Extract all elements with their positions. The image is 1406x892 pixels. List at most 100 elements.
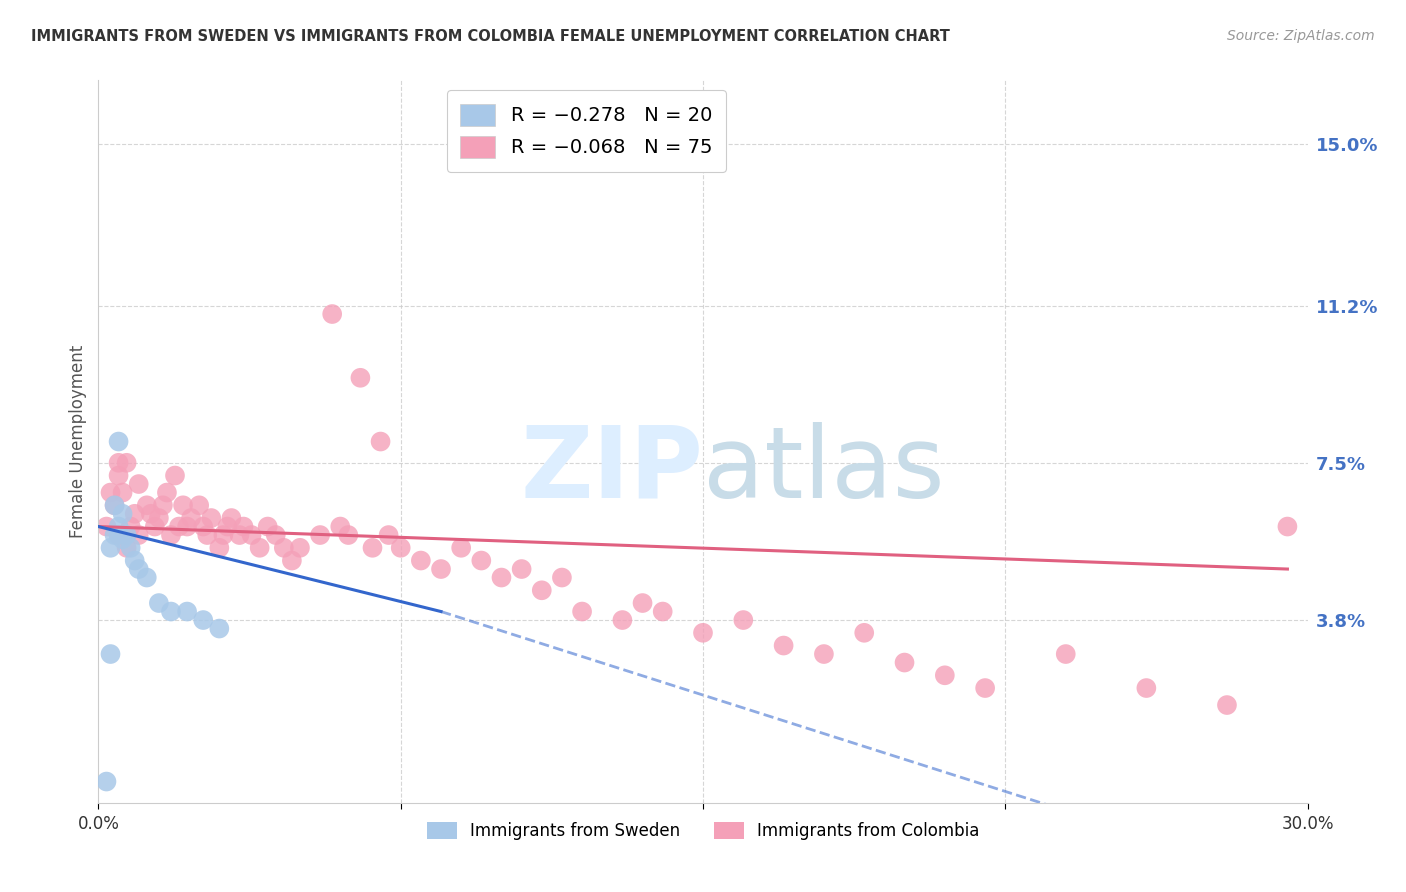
Point xyxy=(143,519,166,533)
Point xyxy=(107,519,129,533)
Point xyxy=(288,541,311,555)
Point xyxy=(163,468,186,483)
Point xyxy=(208,541,231,555)
Point xyxy=(1216,698,1239,712)
Point xyxy=(139,507,162,521)
Point xyxy=(212,528,235,542)
Point xyxy=(103,498,125,512)
Point xyxy=(389,541,412,555)
Point xyxy=(249,541,271,555)
Point xyxy=(193,613,215,627)
Y-axis label: Female Unemployment: Female Unemployment xyxy=(69,345,87,538)
Point xyxy=(100,541,122,555)
Point xyxy=(103,528,125,542)
Point xyxy=(309,528,332,542)
Point xyxy=(128,477,150,491)
Point xyxy=(100,485,122,500)
Point xyxy=(228,528,250,542)
Point xyxy=(172,498,194,512)
Point xyxy=(853,625,876,640)
Point xyxy=(107,434,129,449)
Point xyxy=(612,613,634,627)
Point xyxy=(631,596,654,610)
Point xyxy=(470,553,492,567)
Point xyxy=(176,605,198,619)
Point xyxy=(156,485,179,500)
Point xyxy=(208,622,231,636)
Point xyxy=(361,541,384,555)
Point xyxy=(510,562,533,576)
Point xyxy=(124,507,146,521)
Point xyxy=(813,647,835,661)
Point xyxy=(772,639,794,653)
Point xyxy=(167,519,190,533)
Point xyxy=(115,528,138,542)
Point xyxy=(450,541,472,555)
Point xyxy=(120,519,142,533)
Point xyxy=(651,605,673,619)
Point xyxy=(96,519,118,533)
Point xyxy=(124,553,146,567)
Point xyxy=(128,528,150,542)
Point xyxy=(273,541,295,555)
Point xyxy=(217,519,239,533)
Point xyxy=(337,528,360,542)
Point xyxy=(232,519,254,533)
Point xyxy=(107,528,129,542)
Point xyxy=(111,485,134,500)
Point xyxy=(103,498,125,512)
Point xyxy=(96,774,118,789)
Point xyxy=(128,562,150,576)
Point xyxy=(148,511,170,525)
Point xyxy=(135,498,157,512)
Legend: Immigrants from Sweden, Immigrants from Colombia: Immigrants from Sweden, Immigrants from … xyxy=(419,814,987,848)
Point xyxy=(152,498,174,512)
Point xyxy=(349,371,371,385)
Point xyxy=(111,533,134,547)
Point xyxy=(188,498,211,512)
Point xyxy=(264,528,287,542)
Point xyxy=(1054,647,1077,661)
Point xyxy=(180,511,202,525)
Point xyxy=(530,583,553,598)
Point xyxy=(115,541,138,555)
Point xyxy=(107,468,129,483)
Text: ZIP: ZIP xyxy=(520,422,703,519)
Point xyxy=(107,456,129,470)
Point xyxy=(176,519,198,533)
Point xyxy=(409,553,432,567)
Point xyxy=(193,519,215,533)
Point xyxy=(491,570,513,584)
Point xyxy=(733,613,755,627)
Point xyxy=(256,519,278,533)
Text: Source: ZipAtlas.com: Source: ZipAtlas.com xyxy=(1227,29,1375,43)
Point xyxy=(148,596,170,610)
Point xyxy=(115,456,138,470)
Point xyxy=(893,656,915,670)
Point xyxy=(111,507,134,521)
Point xyxy=(100,647,122,661)
Point xyxy=(160,528,183,542)
Point xyxy=(1277,519,1299,533)
Point xyxy=(120,541,142,555)
Point xyxy=(692,625,714,640)
Point xyxy=(974,681,997,695)
Point xyxy=(329,519,352,533)
Text: IMMIGRANTS FROM SWEDEN VS IMMIGRANTS FROM COLOMBIA FEMALE UNEMPLOYMENT CORRELATI: IMMIGRANTS FROM SWEDEN VS IMMIGRANTS FRO… xyxy=(31,29,950,44)
Point xyxy=(1135,681,1157,695)
Point xyxy=(321,307,343,321)
Point xyxy=(370,434,392,449)
Point xyxy=(195,528,218,542)
Point xyxy=(107,528,129,542)
Point xyxy=(221,511,243,525)
Point xyxy=(934,668,956,682)
Point xyxy=(240,528,263,542)
Point xyxy=(571,605,593,619)
Point xyxy=(281,553,304,567)
Point xyxy=(200,511,222,525)
Text: atlas: atlas xyxy=(703,422,945,519)
Point xyxy=(160,605,183,619)
Point xyxy=(430,562,453,576)
Point xyxy=(135,570,157,584)
Point xyxy=(551,570,574,584)
